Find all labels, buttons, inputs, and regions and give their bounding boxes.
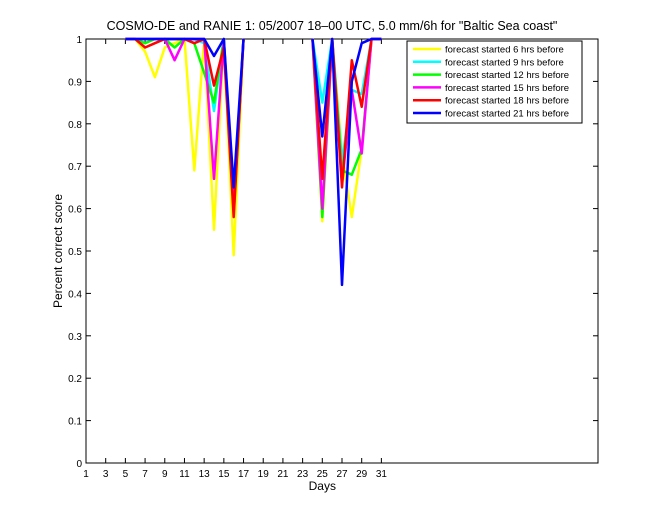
x-axis-label: Days <box>309 479 336 493</box>
x-tick-label: 5 <box>123 469 129 480</box>
series-line-6 <box>125 37 245 189</box>
y-axis: 0 0.1 0.2 0.3 0.4 0.5 0.6 0.7 0.8 0.9 1 <box>68 35 598 470</box>
legend-label-3: forecast started 12 hrs before <box>445 70 569 81</box>
x-tick-label: 17 <box>238 469 250 480</box>
x-tick-label: 7 <box>142 469 148 480</box>
legend-label-2: forecast started 9 hrs before <box>445 57 564 68</box>
x-tick-label: 21 <box>277 469 289 480</box>
y-tick-label: 0.9 <box>68 77 82 88</box>
x-tick-label: 3 <box>103 469 109 480</box>
legend-label-1: forecast started 6 hrs before <box>445 45 564 56</box>
x-tick-label: 23 <box>297 469 309 480</box>
series-line-5 <box>311 37 382 189</box>
legend-box <box>406 40 583 124</box>
y-tick-label: 0.1 <box>68 417 82 428</box>
legend-label-5: forecast started 18 hrs before <box>445 96 569 107</box>
y-tick-label: 0.6 <box>68 205 82 216</box>
x-tick-label: 31 <box>376 469 388 480</box>
x-tick-label: 11 <box>179 469 190 480</box>
y-tick-label: 0.2 <box>68 374 82 385</box>
series-lines <box>125 37 382 287</box>
x-tick-label: 15 <box>218 469 230 480</box>
y-axis-label: Percent correct score <box>51 194 65 308</box>
y-tick-label: 1 <box>76 35 82 46</box>
x-tick-label: 19 <box>258 469 270 480</box>
y-tick-label: 0.8 <box>68 120 82 131</box>
y-tick-label: 0.4 <box>68 289 82 300</box>
x-tick-label: 1 <box>83 469 89 480</box>
x-tick-label: 9 <box>162 469 168 480</box>
chart-title: COSMO-DE and RANIE 1: 05/2007 18–00 UTC,… <box>107 19 558 33</box>
legend-label-4: forecast started 15 hrs before <box>445 83 569 94</box>
y-tick-label: 0.7 <box>68 162 82 173</box>
y-tick-label: 0 <box>76 459 82 470</box>
x-tick-label: 29 <box>356 469 368 480</box>
y-tick-label: 0.3 <box>68 332 82 343</box>
y-tick-label: 0.5 <box>68 247 82 258</box>
legend-label-6: forecast started 21 hrs before <box>445 109 569 120</box>
x-tick-label: 13 <box>199 469 211 480</box>
x-tick-label: 25 <box>317 469 329 480</box>
series-line-6 <box>311 37 382 287</box>
x-tick-label: 27 <box>336 469 348 480</box>
x-axis: 1 3 5 7 9 11 13 15 17 19 21 23 25 27 29 31 <box>83 39 387 480</box>
